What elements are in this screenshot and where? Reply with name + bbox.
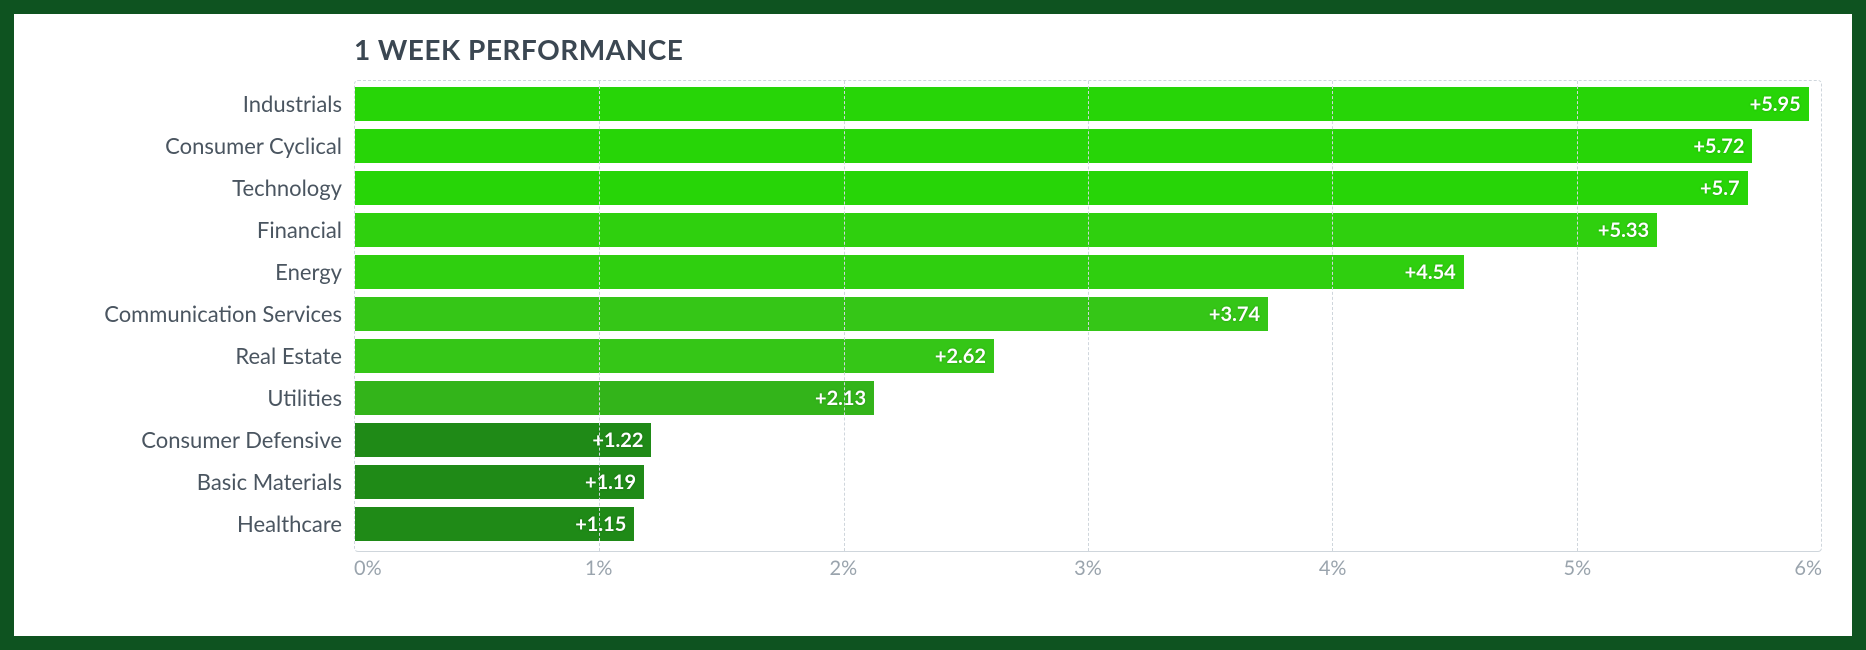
x-axis: 0% 1% 2% 3% 4% 5% 6% [354, 552, 1822, 582]
x-tick: 5% [1564, 556, 1592, 580]
gridline [1088, 81, 1089, 551]
category-label: Technology [44, 170, 342, 206]
gridline [844, 81, 845, 551]
plot-area [354, 80, 1822, 552]
category-label: Utilities [44, 380, 342, 416]
gridline [599, 81, 600, 551]
x-tick: 0% [354, 556, 382, 580]
gridline [1577, 81, 1578, 551]
category-label: Consumer Cyclical [44, 128, 342, 164]
category-label: Industrials [44, 86, 342, 122]
category-label: Consumer Defensive [44, 422, 342, 458]
x-tick: 6% [1794, 556, 1822, 580]
x-tick: 3% [1074, 556, 1102, 580]
gridline [1332, 81, 1333, 551]
x-tick: 4% [1319, 556, 1347, 580]
x-tick: 1% [585, 556, 613, 580]
chart-title: 1 WEEK PERFORMANCE [44, 32, 1822, 66]
category-label: Financial [44, 212, 342, 248]
x-tick: 2% [830, 556, 858, 580]
chart-area: Industrials+5.95Consumer Cyclical+5.72Te… [44, 80, 1822, 582]
category-label: Healthcare [44, 506, 342, 542]
category-label: Energy [44, 254, 342, 290]
category-label: Basic Materials [44, 464, 342, 500]
chart-card: 1 WEEK PERFORMANCE Industrials+5.95Consu… [0, 0, 1866, 650]
category-label: Real Estate [44, 338, 342, 374]
category-label: Communication Services [44, 296, 342, 332]
